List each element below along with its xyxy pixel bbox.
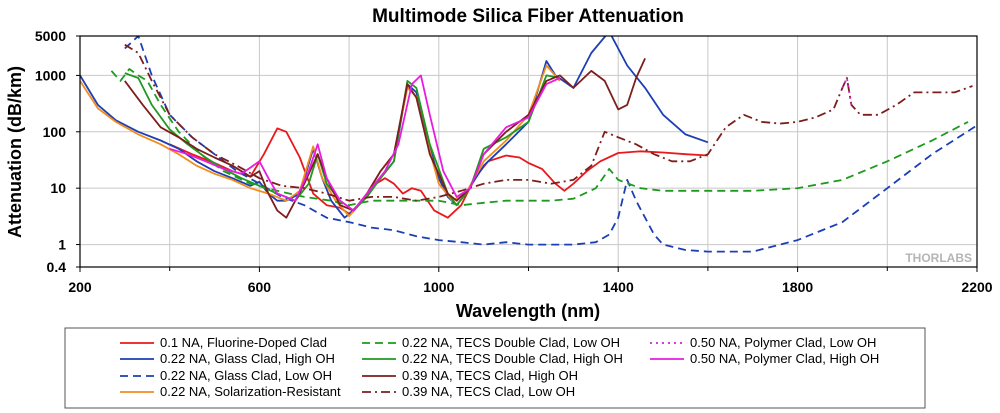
x-tick-label: 2200 — [961, 279, 992, 295]
legend-label: 0.22 NA, TECS Double Clad, Low OH — [402, 335, 620, 350]
legend-label: 0.22 NA, Glass Clad, High OH — [160, 351, 335, 366]
series-line-10 — [169, 74, 561, 212]
legend-label: 0.22 NA, Glass Clad, Low OH — [160, 368, 332, 383]
x-tick-label: 1000 — [423, 279, 454, 295]
y-axis-label: Attenuation (dB/km) — [5, 66, 25, 238]
legend-label: 0.22 NA, TECS Double Clad, High OH — [402, 351, 623, 366]
chart-title: Multimode Silica Fiber Attenuation — [372, 6, 684, 27]
series-line-5 — [110, 68, 969, 207]
grid-lines — [79, 36, 978, 267]
y-tick-label: 5000 — [35, 28, 66, 44]
y-tick-label: 100 — [43, 124, 67, 140]
y-axis-ticks: 0.4 1 10 100 1000 5000 — [35, 28, 80, 275]
legend-label: 0.1 NA, Fluorine-Doped Clad — [160, 335, 327, 350]
legend-label: 0.50 NA, Polymer Clad, High OH — [690, 351, 879, 366]
series-line-1 — [169, 127, 708, 219]
legend-label: 0.50 NA, Polymer Clad, Low OH — [690, 335, 876, 350]
legend-label: 0.22 NA, Solarization-Resistant — [160, 384, 341, 399]
series-layer — [80, 36, 977, 253]
x-axis-label: Wavelength (nm) — [456, 301, 600, 321]
x-tick-label: 200 — [68, 279, 92, 295]
y-tick-label: 1 — [58, 237, 66, 253]
legend-label: 0.39 NA, TECS Clad, Low OH — [402, 384, 575, 399]
y-tick-label: 10 — [50, 180, 66, 196]
x-axis-ticks: 200 600 1000 1400 1800 2200 — [68, 267, 993, 295]
legend-label: 0.39 NA, TECS Clad, High OH — [402, 368, 578, 383]
x-tick-label: 600 — [248, 279, 272, 295]
x-tick-label: 1800 — [782, 279, 813, 295]
thorlabs-watermark: THORLABS — [905, 251, 972, 265]
y-tick-label: 1000 — [35, 67, 66, 83]
y-tick-label: 0.4 — [47, 259, 67, 275]
legend-box — [64, 327, 926, 409]
series-line-7 — [124, 58, 646, 219]
x-tick-label: 1400 — [603, 279, 634, 295]
